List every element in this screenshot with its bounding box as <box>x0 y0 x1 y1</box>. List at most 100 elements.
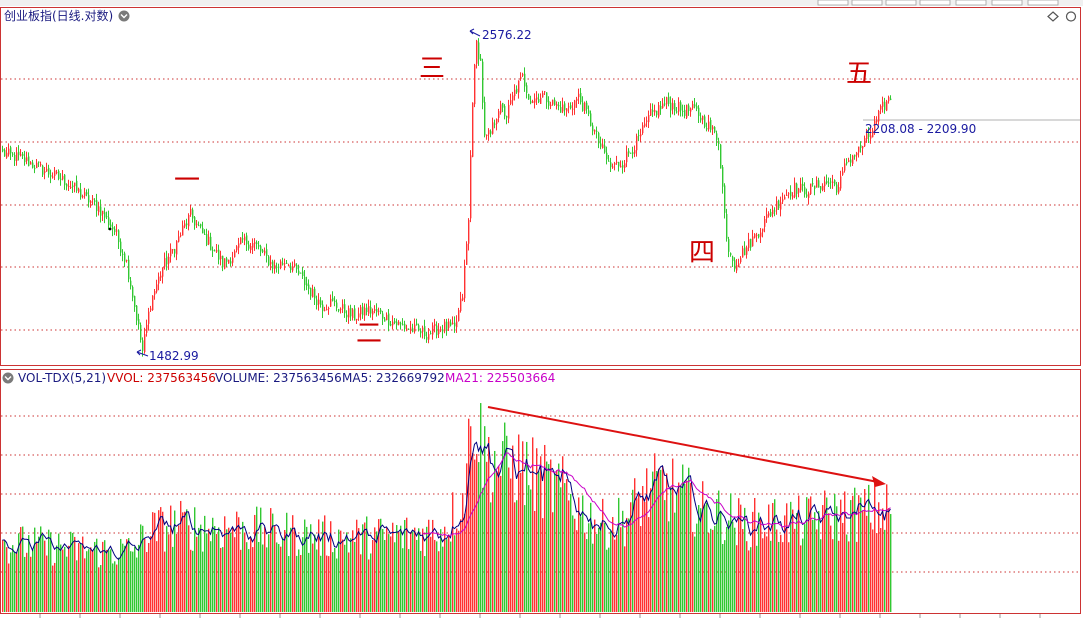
volume-bar <box>366 516 368 612</box>
circle-icon[interactable] <box>1065 11 1077 22</box>
candle <box>468 218 470 251</box>
volume-bar <box>20 527 22 612</box>
candle <box>70 180 72 189</box>
candle <box>710 117 712 133</box>
wave-label-3: 三 <box>419 54 445 84</box>
volume-bar <box>716 499 718 612</box>
candle <box>806 188 808 198</box>
candle <box>324 306 326 312</box>
candle <box>636 133 638 157</box>
volume-bar <box>780 534 782 612</box>
volume-bar <box>702 481 704 612</box>
candle <box>734 257 736 272</box>
candle <box>874 115 876 135</box>
candle <box>770 208 772 217</box>
toolbar-tab[interactable] <box>1027 0 1059 6</box>
candle <box>48 164 50 178</box>
candle <box>828 177 830 188</box>
candle <box>250 242 252 254</box>
volume-bar <box>66 556 68 612</box>
volume-bar <box>786 503 788 612</box>
toolbar-tab[interactable] <box>919 0 951 6</box>
volume-bar <box>688 467 690 612</box>
candle <box>664 96 666 107</box>
candle <box>336 299 338 312</box>
volume-bar <box>376 531 378 612</box>
toolbar-tab[interactable] <box>955 0 987 6</box>
candle <box>758 233 760 239</box>
volume-bar <box>624 546 626 612</box>
candle <box>344 299 346 318</box>
volume-bar <box>626 517 628 612</box>
volume-bar <box>814 512 816 612</box>
toolbar-tab[interactable] <box>991 0 1023 6</box>
toolbar-tab[interactable] <box>817 0 849 6</box>
candle <box>626 145 628 168</box>
volume-bar <box>754 497 756 612</box>
candle <box>762 228 764 238</box>
volume-bar <box>782 542 784 612</box>
volume-bar <box>254 514 256 612</box>
volume-bar <box>650 488 652 612</box>
candle <box>508 99 510 124</box>
volume-bar <box>250 537 252 612</box>
candle <box>720 143 722 169</box>
diamond-icon[interactable] <box>1047 11 1059 22</box>
candle <box>398 320 400 326</box>
volume-bar <box>486 461 488 612</box>
candle <box>472 102 474 158</box>
volume-bar <box>424 556 426 612</box>
volume-bar <box>274 525 276 612</box>
candle <box>640 128 642 142</box>
candle <box>616 155 618 165</box>
volume-bar <box>874 483 876 612</box>
candle <box>404 320 406 332</box>
volume-bar <box>792 509 794 612</box>
toolbar-tab[interactable] <box>851 0 883 6</box>
volume-bar <box>402 548 404 612</box>
volume-bar <box>676 493 678 612</box>
candle <box>162 267 164 284</box>
volume-bar <box>600 522 602 612</box>
candle <box>28 152 30 167</box>
candle <box>46 162 48 172</box>
volume-bar <box>324 515 326 612</box>
chevron-down-icon[interactable] <box>2 372 14 384</box>
candle <box>126 259 128 263</box>
candle <box>286 260 288 264</box>
candle <box>524 67 526 92</box>
candle <box>30 161 32 165</box>
candle <box>212 246 214 258</box>
volume-bar <box>670 486 672 612</box>
candle <box>496 118 498 131</box>
candle <box>342 299 344 314</box>
candle <box>168 253 170 270</box>
volume-bar <box>856 541 858 612</box>
candle <box>466 241 468 266</box>
candle <box>328 306 330 315</box>
volume-bar <box>692 531 694 612</box>
toolbar-tab[interactable] <box>885 0 917 6</box>
volume-bar <box>456 528 458 612</box>
candle <box>358 307 360 321</box>
volume-bar <box>572 515 574 612</box>
wave-label-2: 二 <box>356 319 382 349</box>
volume-bar <box>242 521 244 612</box>
candle <box>452 316 454 325</box>
candle <box>228 259 230 264</box>
volume-bar <box>138 544 140 612</box>
volume-bar <box>526 441 528 612</box>
candle <box>12 152 14 157</box>
candle <box>820 186 822 194</box>
candle <box>80 183 82 200</box>
chevron-down-icon[interactable] <box>118 10 130 22</box>
candle <box>8 143 10 157</box>
volume-bar <box>798 495 800 612</box>
candle <box>422 325 424 339</box>
candle <box>846 158 848 166</box>
candle <box>488 128 490 141</box>
candle <box>618 161 620 172</box>
candle <box>556 101 558 110</box>
candle <box>454 316 456 333</box>
candle <box>36 158 38 169</box>
